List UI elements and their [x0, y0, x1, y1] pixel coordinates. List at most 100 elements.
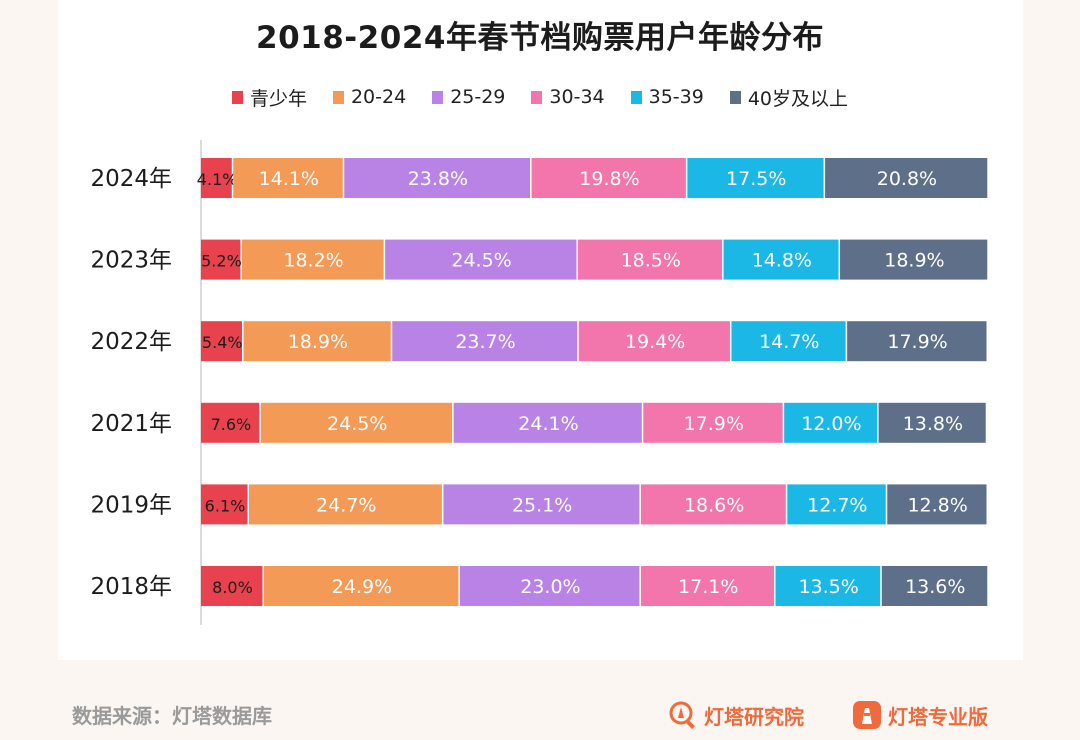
bar-segment: [531, 158, 686, 198]
bar-segment: [577, 239, 723, 280]
brand-research-institute[interactable]: 灯塔研究院: [668, 700, 804, 730]
bar-segment: [459, 566, 640, 606]
data-label: 6.1%: [205, 496, 246, 515]
data-label: 23.0%: [520, 576, 580, 598]
legend-label: 25-29: [450, 86, 506, 108]
data-label: 4.1%: [197, 170, 238, 189]
legend-item: 35-39: [630, 86, 704, 108]
bar-segment: [640, 484, 786, 525]
data-label: 24.5%: [451, 250, 511, 272]
legend-label: 40岁及以上: [747, 87, 849, 110]
data-label: 18.6%: [684, 494, 744, 516]
legend-item: 30-34: [531, 86, 605, 108]
data-source-note: 数据来源：灯塔数据库: [72, 704, 272, 728]
legend-swatch: [332, 90, 344, 104]
chart-legend: 青少年 20-24 25-29 30-34 35-39 40岁及以上: [0, 82, 1080, 112]
data-label: 8.0%: [212, 578, 253, 597]
lighthouse-magnifier-icon: [669, 701, 695, 729]
data-label: 24.1%: [518, 413, 578, 435]
bar-segment: [201, 566, 263, 606]
legend-swatch: [531, 90, 543, 104]
bar-segment: [640, 566, 775, 606]
data-label: 13.8%: [903, 413, 963, 435]
category-label: 2018年: [90, 574, 172, 600]
data-label: 5.2%: [201, 252, 242, 271]
data-label: 18.2%: [283, 250, 343, 272]
bar-segment: [241, 239, 384, 280]
data-label: 17.9%: [684, 413, 744, 435]
bar-segment: [201, 158, 232, 198]
brand-pro-edition-label: 灯塔专业版: [888, 704, 988, 729]
data-label: 23.8%: [408, 168, 468, 190]
stacked-bar-chart: 2024年 4.1% 14.1% 23.8% 19.8% 17.5% 20.8% 2023年 5…: [90, 140, 988, 625]
data-label: 13.5%: [798, 576, 858, 598]
data-label: 18.9%: [288, 331, 348, 353]
data-label: 14.1%: [259, 168, 319, 190]
bar-segment: [243, 321, 391, 362]
legend-label: 青少年: [249, 87, 307, 110]
bar-segment: [887, 484, 987, 525]
bar-segment: [263, 566, 459, 606]
data-label: 17.9%: [887, 331, 947, 353]
data-label: 12.7%: [807, 494, 867, 516]
bar-segment: [643, 402, 783, 443]
bar-segment: [385, 239, 577, 280]
data-label: 20.8%: [877, 168, 937, 190]
bar-segment: [775, 566, 881, 606]
legend-item: 25-29: [432, 86, 505, 108]
legend-item: 20-24: [332, 86, 407, 108]
legend-label: 20-24: [350, 86, 407, 108]
legend-label: 30-34: [549, 86, 605, 108]
bar-segment: [201, 484, 248, 525]
bar-segment: [825, 158, 988, 198]
data-label: 19.4%: [625, 331, 685, 353]
category-label: 2019年: [90, 492, 172, 518]
bar-segment: [881, 566, 988, 606]
bar-segment: [344, 158, 531, 198]
bar-segment: [731, 321, 846, 362]
data-label: 18.5%: [621, 250, 681, 272]
bar-segment: [840, 239, 988, 280]
data-label: 25.1%: [512, 494, 572, 516]
bar-segment: [847, 321, 987, 362]
data-label: 19.8%: [579, 168, 639, 190]
brand-research-institute-label: 灯塔研究院: [704, 704, 804, 729]
legend-swatch: [630, 90, 642, 104]
data-label: 14.7%: [759, 331, 819, 353]
legend-item: 青少年: [231, 84, 307, 111]
brand-pro-edition[interactable]: 灯塔专业版: [852, 700, 988, 730]
bar-segment: [787, 484, 886, 525]
data-label: 24.9%: [332, 576, 392, 598]
bar-segment: [260, 402, 453, 443]
data-label: 18.9%: [884, 250, 944, 272]
data-label: 17.5%: [726, 168, 786, 190]
data-label: 12.8%: [907, 494, 967, 516]
bar-segment: [201, 321, 242, 362]
bar-segment: [249, 484, 442, 525]
chart-title: 2018-2024年春节档购票用户年龄分布: [256, 20, 824, 56]
bar-segment: [392, 321, 578, 362]
category-label: 2022年: [90, 329, 172, 355]
bar-segment: [578, 321, 730, 362]
lighthouse-app-icon: [853, 701, 881, 729]
data-label: 14.8%: [752, 250, 812, 272]
data-label: 13.6%: [905, 576, 965, 598]
data-label: 24.7%: [316, 494, 376, 516]
bar-segment: [443, 484, 640, 525]
bar-segment: [878, 402, 986, 443]
legend-item: 40岁及以上: [729, 84, 849, 111]
legend-swatch: [432, 90, 444, 104]
bar-segment: [784, 402, 878, 443]
data-label: 24.5%: [327, 413, 387, 435]
bar-segment: [687, 158, 824, 198]
data-label: 7.6%: [211, 415, 252, 434]
category-label: 2024年: [90, 166, 172, 192]
bar-segment: [201, 239, 241, 280]
category-label: 2021年: [90, 411, 172, 437]
bar-segment: [453, 402, 642, 443]
data-label: 23.7%: [455, 331, 515, 353]
bar-segment: [201, 402, 260, 443]
legend-swatch: [729, 90, 741, 104]
legend-swatch: [231, 90, 243, 104]
legend-label: 35-39: [648, 86, 704, 108]
